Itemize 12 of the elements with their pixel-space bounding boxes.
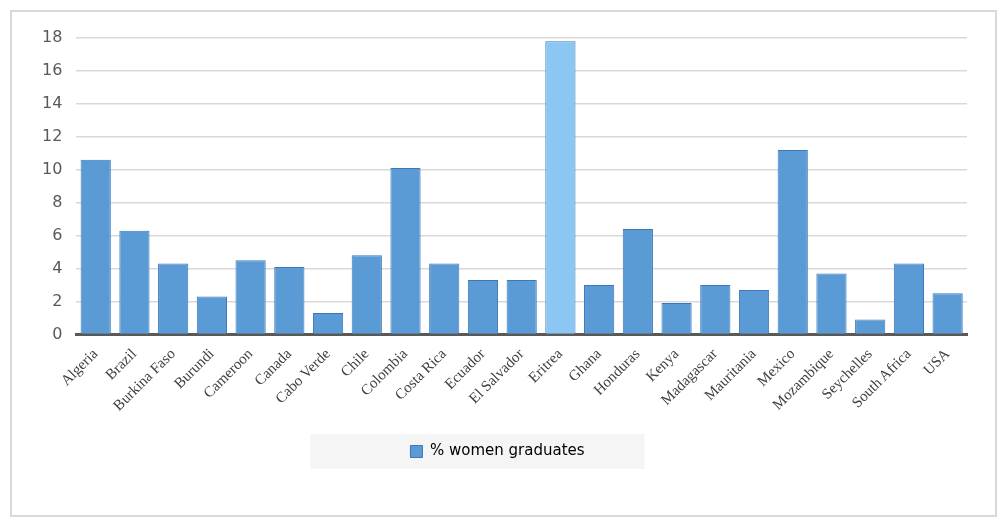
y-tick-label: 10 [42, 158, 63, 178]
y-tick-label: 14 [42, 93, 63, 113]
y-tick-label: 8 [52, 191, 63, 211]
y-tick-label: 2 [52, 290, 63, 310]
y-tick-label: 6 [52, 224, 63, 244]
y-tick-label: 18 [42, 27, 63, 47]
x-tick-label: USA [920, 345, 953, 378]
y-tick-label: 16 [42, 60, 63, 80]
y-tick-label: 0 [52, 323, 63, 343]
y-tick-label: 4 [52, 257, 63, 277]
y-tick-label: 12 [42, 125, 63, 145]
legend-label: % women graduates [429, 441, 585, 460]
